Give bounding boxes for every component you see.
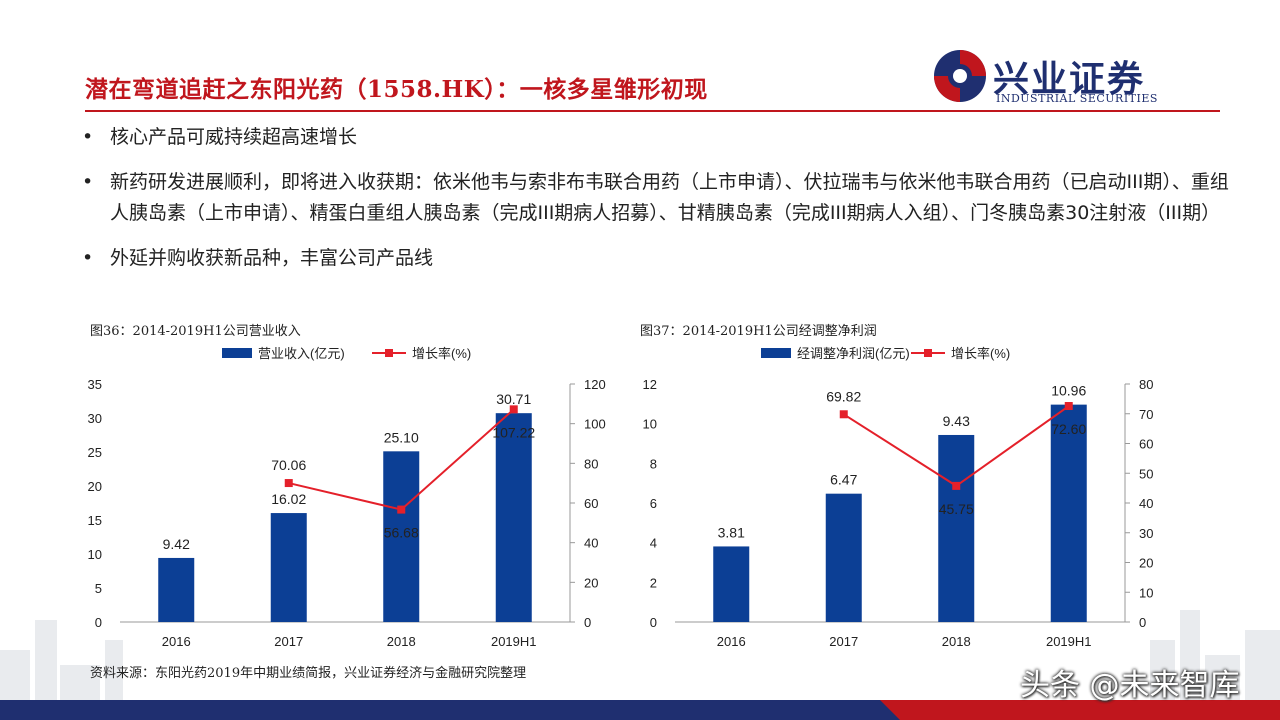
x-tick-label: 2017 — [274, 634, 303, 649]
y-tick-label-right: 60 — [584, 496, 598, 511]
chart-legend: 营业收入(亿元) 增长率(%) — [222, 346, 471, 361]
bar — [158, 557, 195, 622]
revenue-chart: 营业收入(亿元) 增长率(%) 0 5 10 15 20 25 30 35 0 20 40 60 80 100… — [88, 346, 606, 649]
y-tick-label-left: 35 — [88, 377, 102, 392]
line-point — [1064, 402, 1073, 411]
legend-label-bar: 营业收入(亿元) — [258, 346, 345, 361]
footer-bar — [0, 700, 1280, 720]
x-tick-label: 2018 — [387, 634, 416, 649]
legend-swatch-bar — [222, 348, 252, 358]
watermark: 头条 @未来智库 — [1020, 668, 1240, 703]
source-note: 资料来源：东阳光药2019年中期业绩简报，兴业证券经济与金融研究院整理 — [90, 666, 527, 681]
bar — [825, 493, 862, 622]
line-data-label: 70.06 — [271, 457, 306, 473]
y-tick-label-right: 20 — [584, 575, 598, 590]
bar-data-label: 10.96 — [1051, 383, 1086, 399]
y-tick-label-right: 70 — [1139, 407, 1153, 422]
bar-data-label: 3.81 — [718, 524, 745, 540]
logo-text-en: INDUSTRIAL SECURITIES — [996, 92, 1158, 105]
y-tick-label-left: 6 — [650, 496, 657, 511]
bar — [938, 434, 975, 622]
y-tick-label-left: 5 — [95, 581, 102, 596]
line-point — [397, 505, 406, 514]
y-tick-label-right: 100 — [584, 417, 606, 432]
y-tick-label-left: 0 — [650, 615, 657, 630]
chart-legend: 经调整净利润(亿元) 增长率(%) — [761, 346, 1010, 361]
y-tick-label-left: 20 — [88, 479, 102, 494]
y-tick-label-right: 80 — [584, 456, 598, 471]
y-tick-label-right: 40 — [1139, 496, 1153, 511]
line-data-label: 72.60 — [1051, 421, 1086, 437]
x-tick-label: 2019H1 — [1046, 634, 1092, 649]
logo-swirl-icon — [934, 50, 986, 102]
x-tick-label: 2016 — [717, 634, 746, 649]
y-tick-label-right: 20 — [1139, 556, 1153, 571]
y-tick-label-left: 4 — [650, 536, 657, 551]
bar-data-label: 16.02 — [271, 491, 306, 507]
y-tick-label-right: 50 — [1139, 466, 1153, 481]
line-point — [839, 410, 848, 419]
y-tick-label-left: 2 — [650, 575, 657, 590]
y-tick-label-left: 25 — [88, 445, 102, 460]
company-logo: 兴业证券 INDUSTRIAL SECURITIES — [930, 46, 1190, 108]
bar — [270, 513, 307, 622]
y-tick-label-left: 10 — [88, 547, 102, 562]
bullet-item: 核心产品可威持续超高速增长 — [82, 122, 1232, 153]
bar — [495, 413, 532, 622]
bar — [713, 546, 750, 622]
legend-label-line: 增长率(%) — [951, 346, 1010, 361]
y-tick-label-right: 80 — [1139, 377, 1153, 392]
bar-data-label: 9.43 — [943, 413, 970, 429]
x-tick-label: 2018 — [942, 634, 971, 649]
y-tick-label-left: 12 — [643, 377, 657, 392]
y-tick-label-right: 10 — [1139, 585, 1153, 600]
bar-data-label: 6.47 — [830, 472, 857, 488]
x-tick-label: 2016 — [162, 634, 191, 649]
y-tick-label-right: 30 — [1139, 526, 1153, 541]
y-tick-label-right: 60 — [1139, 437, 1153, 452]
line-point — [284, 479, 293, 488]
y-tick-label-left: 30 — [88, 411, 102, 426]
legend-label-line: 增长率(%) — [412, 346, 471, 361]
logo-text-cn: 兴业证券 — [993, 58, 1146, 100]
bar-data-label: 30.71 — [496, 391, 531, 407]
line-data-label: 69.82 — [826, 388, 861, 404]
x-tick-label: 2017 — [829, 634, 858, 649]
x-tick-label: 2019H1 — [491, 634, 537, 649]
bar — [1050, 404, 1087, 622]
y-tick-label-left: 0 — [95, 615, 102, 630]
line-point — [509, 405, 518, 414]
line-data-label: 107.22 — [492, 424, 535, 440]
y-tick-label-right: 0 — [1139, 615, 1146, 630]
y-tick-label-right: 40 — [584, 536, 598, 551]
bullet-list: 核心产品可威持续超高速增长 新药研发进展顺利，即将进入收获期：依米他韦与索非布韦… — [82, 122, 1232, 288]
bullet-item: 外延并购收获新品种，丰富公司产品线 — [82, 243, 1232, 274]
y-tick-label-right: 0 — [584, 615, 591, 630]
bullet-item: 新药研发进展顺利，即将进入收获期：依米他韦与索非布韦联合用药（上市申请）、伏拉瑞… — [82, 167, 1232, 229]
y-tick-label-left: 10 — [643, 417, 657, 432]
chart-title-profit: 图37：2014-2019H1公司经调整净利润 — [640, 324, 877, 339]
legend-marker — [924, 349, 932, 357]
legend-label-bar: 经调整净利润(亿元) — [797, 346, 910, 361]
line-data-label: 56.68 — [384, 525, 419, 541]
page-title: 潜在弯道追赶之东阳光药（1558.HK）：一核多星雏形初现 — [85, 76, 708, 103]
line-point — [952, 481, 961, 490]
line-data-label: 45.75 — [939, 501, 974, 517]
legend-marker — [385, 349, 393, 357]
bar — [383, 451, 420, 622]
y-tick-label-left: 15 — [88, 513, 102, 528]
legend-swatch-bar — [761, 348, 791, 358]
title-divider — [85, 110, 1220, 112]
bar-data-label: 9.42 — [163, 536, 190, 552]
y-tick-label-left: 8 — [650, 456, 657, 471]
bar-data-label: 25.10 — [384, 429, 419, 445]
y-tick-label-right: 120 — [584, 377, 606, 392]
chart-title-revenue: 图36：2014-2019H1公司营业收入 — [90, 324, 301, 339]
profit-chart: 经调整净利润(亿元) 增长率(%) 0 2 4 6 8 10 12 0 10 20 30 40 50 60 70… — [643, 346, 1154, 649]
